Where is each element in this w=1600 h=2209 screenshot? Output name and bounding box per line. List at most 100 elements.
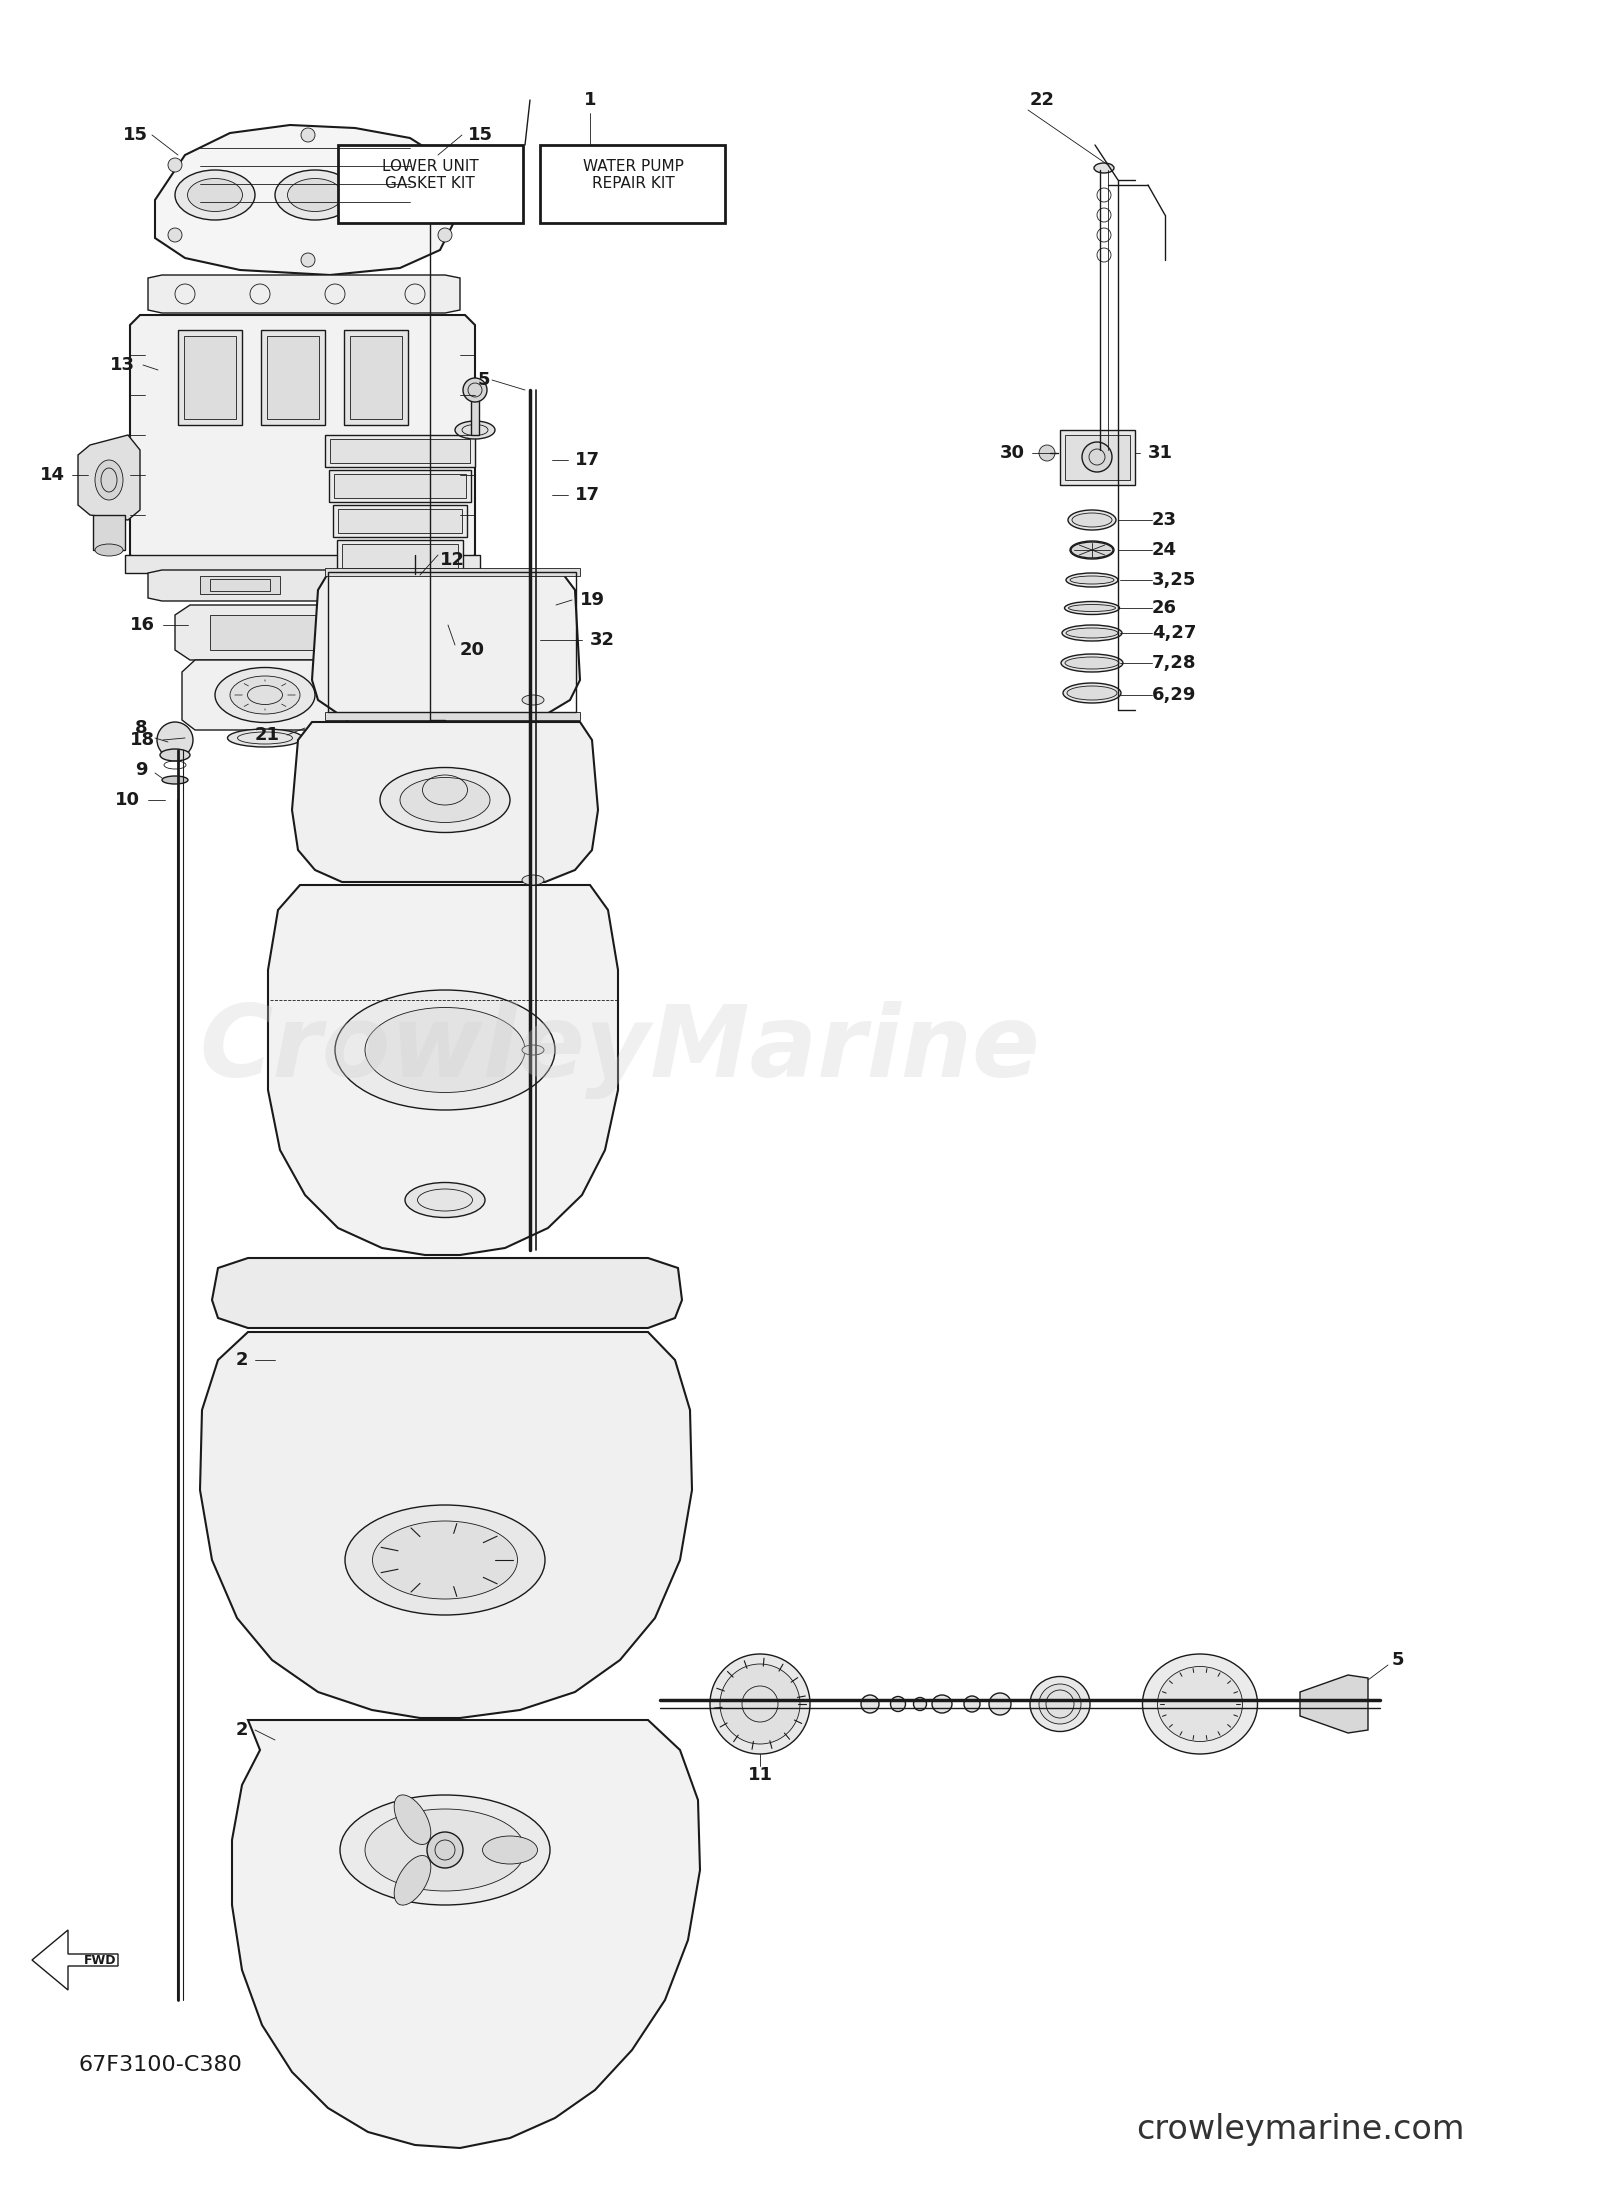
Bar: [338, 539, 462, 572]
Polygon shape: [182, 660, 349, 729]
Text: CrowleyMarine: CrowleyMarine: [200, 1001, 1040, 1100]
Text: 2: 2: [235, 1352, 248, 1370]
Polygon shape: [312, 570, 579, 716]
Bar: [541, 146, 725, 223]
Ellipse shape: [1070, 541, 1114, 559]
Ellipse shape: [1157, 1666, 1243, 1741]
Text: 7,28: 7,28: [1152, 654, 1197, 672]
Bar: [344, 329, 408, 424]
Text: 17: 17: [574, 451, 600, 468]
Text: 2: 2: [235, 1721, 248, 1738]
Polygon shape: [269, 886, 618, 1255]
Text: 15: 15: [467, 126, 493, 144]
Text: 24: 24: [1152, 541, 1178, 559]
Ellipse shape: [373, 1522, 517, 1599]
Ellipse shape: [339, 1796, 550, 1904]
Ellipse shape: [522, 696, 544, 705]
Text: 10: 10: [115, 791, 141, 808]
Ellipse shape: [275, 170, 355, 221]
Ellipse shape: [454, 422, 494, 440]
Polygon shape: [232, 1721, 701, 2147]
Ellipse shape: [162, 775, 189, 784]
Text: 13: 13: [110, 356, 134, 373]
Text: 8: 8: [136, 718, 147, 738]
Ellipse shape: [522, 1045, 544, 1056]
Ellipse shape: [1064, 601, 1120, 614]
Text: 12: 12: [440, 550, 466, 570]
Ellipse shape: [334, 990, 555, 1109]
Ellipse shape: [94, 543, 123, 557]
Text: 9: 9: [136, 760, 147, 780]
Text: 31: 31: [1149, 444, 1173, 462]
Ellipse shape: [214, 667, 315, 722]
Polygon shape: [200, 1332, 691, 1719]
Ellipse shape: [1066, 656, 1118, 669]
Polygon shape: [78, 435, 141, 519]
Text: 15: 15: [123, 126, 147, 144]
Ellipse shape: [1062, 625, 1122, 641]
Circle shape: [405, 574, 426, 594]
Ellipse shape: [931, 1694, 952, 1712]
Text: crowleymarine.com: crowleymarine.com: [1136, 2114, 1464, 2147]
Text: 6,29: 6,29: [1152, 687, 1197, 705]
Bar: [93, 515, 125, 550]
Ellipse shape: [381, 767, 510, 833]
Bar: [350, 336, 402, 420]
Circle shape: [157, 722, 194, 758]
Ellipse shape: [1070, 577, 1114, 583]
Bar: [330, 471, 470, 501]
Polygon shape: [147, 570, 477, 601]
Text: 3,25: 3,25: [1152, 570, 1197, 590]
Text: 4,27: 4,27: [1152, 623, 1197, 643]
Circle shape: [438, 159, 453, 172]
Bar: [330, 440, 470, 464]
Polygon shape: [130, 316, 475, 566]
Ellipse shape: [1030, 1677, 1090, 1732]
Circle shape: [1082, 442, 1112, 473]
Ellipse shape: [891, 1697, 906, 1712]
Ellipse shape: [483, 1836, 538, 1864]
Bar: [210, 614, 325, 649]
Bar: [470, 395, 478, 435]
Ellipse shape: [1061, 654, 1123, 672]
Bar: [125, 554, 480, 572]
Ellipse shape: [1074, 543, 1110, 557]
Bar: [1059, 431, 1134, 486]
Ellipse shape: [1067, 687, 1117, 700]
Polygon shape: [291, 722, 598, 881]
Ellipse shape: [365, 1809, 525, 1891]
Bar: [267, 336, 318, 420]
Ellipse shape: [94, 459, 123, 499]
Bar: [184, 336, 237, 420]
Text: 1: 1: [584, 91, 597, 108]
Circle shape: [1038, 444, 1054, 462]
Text: 14: 14: [40, 466, 66, 484]
Bar: [261, 329, 325, 424]
Ellipse shape: [963, 1697, 979, 1712]
Text: 30: 30: [1000, 444, 1026, 462]
Ellipse shape: [861, 1694, 878, 1712]
Ellipse shape: [1094, 163, 1114, 172]
Ellipse shape: [1062, 683, 1122, 702]
Polygon shape: [32, 1931, 118, 1990]
Ellipse shape: [989, 1692, 1011, 1714]
Ellipse shape: [522, 875, 544, 886]
Ellipse shape: [187, 179, 243, 212]
Ellipse shape: [174, 170, 254, 221]
Text: 20: 20: [461, 641, 485, 658]
Ellipse shape: [914, 1697, 926, 1710]
Ellipse shape: [394, 1796, 430, 1845]
Ellipse shape: [1070, 541, 1114, 559]
Circle shape: [427, 1831, 462, 1869]
Ellipse shape: [227, 729, 302, 747]
Ellipse shape: [230, 676, 301, 714]
Bar: [338, 146, 523, 223]
Ellipse shape: [1038, 1683, 1082, 1723]
Ellipse shape: [365, 1007, 525, 1093]
Circle shape: [438, 228, 453, 243]
Polygon shape: [155, 126, 461, 274]
Bar: [210, 579, 270, 592]
Text: 67F3100-C380: 67F3100-C380: [78, 2054, 242, 2074]
Circle shape: [168, 228, 182, 243]
Polygon shape: [1299, 1674, 1368, 1734]
